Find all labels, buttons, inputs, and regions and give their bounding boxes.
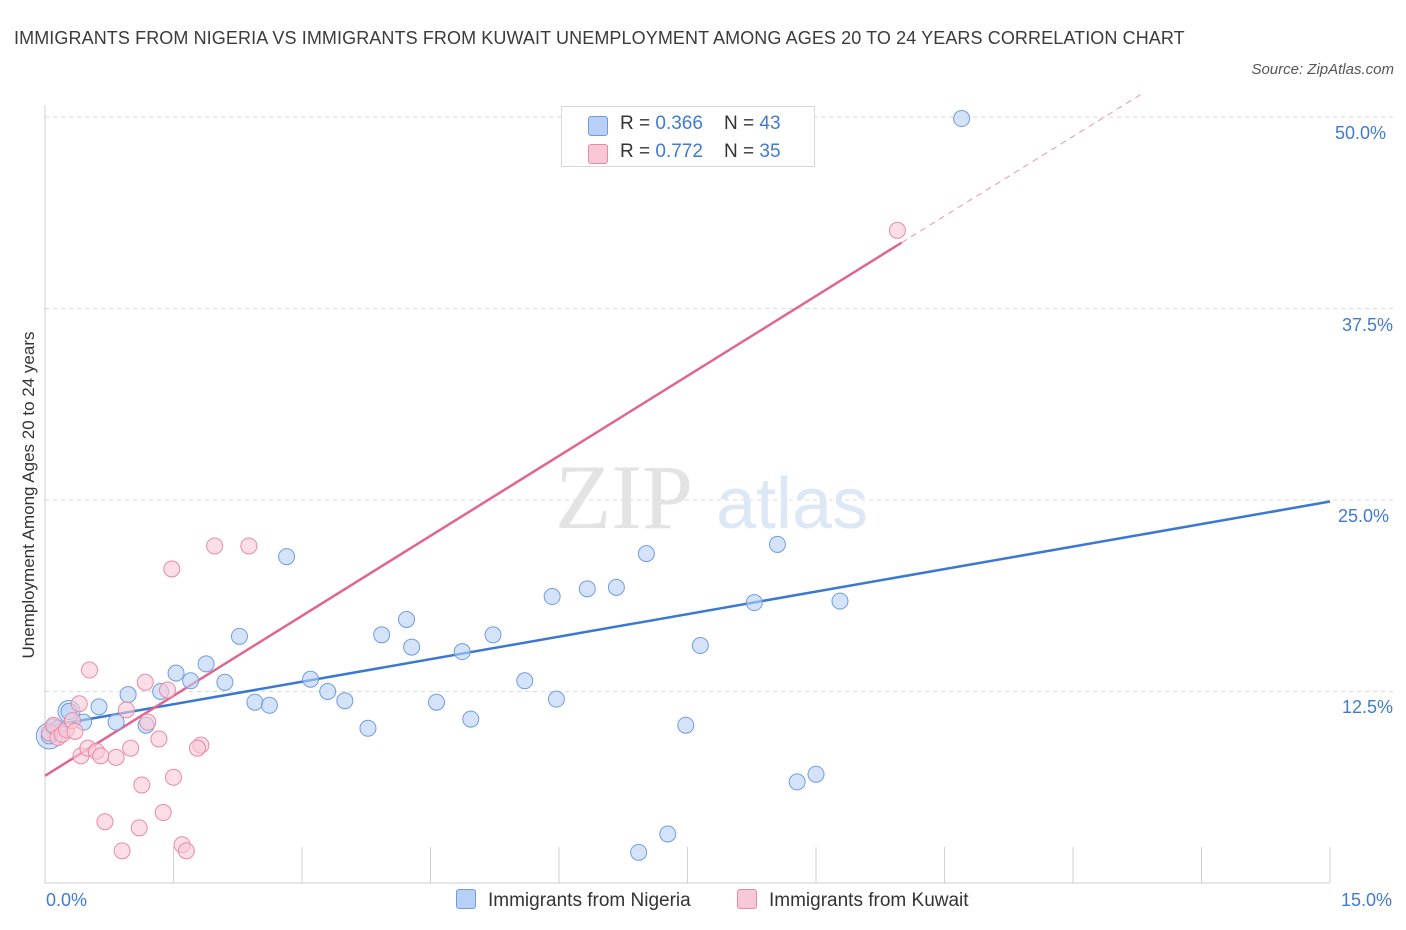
point-nigeria <box>278 548 296 566</box>
legend-n-value-kuwait: 35 <box>759 141 781 162</box>
legend-r-label: R = <box>620 113 656 134</box>
point-kuwait <box>113 842 131 860</box>
point-nigeria <box>516 672 534 690</box>
point-nigeria <box>691 637 709 655</box>
point-kuwait <box>888 221 906 239</box>
y-tick-label-12-5: 12.5% <box>1342 697 1394 717</box>
point-nigeria <box>336 692 354 710</box>
point-nigeria <box>319 683 337 700</box>
point-kuwait <box>70 695 88 713</box>
point-kuwait <box>163 560 181 578</box>
trend-line-kuwait-extension <box>901 93 1142 244</box>
point-nigeria <box>107 713 125 731</box>
watermark: ZIP atlas <box>555 446 868 548</box>
chart-title: IMMIGRANTS FROM NIGERIA VS IMMIGRANTS FR… <box>14 28 1185 48</box>
point-nigeria <box>403 638 421 656</box>
point-kuwait <box>81 661 99 679</box>
point-nigeria <box>462 710 480 728</box>
bottom-legend-label-nigeria: Immigrants from Nigeria <box>488 890 691 911</box>
point-kuwait <box>154 804 172 822</box>
point-kuwait <box>136 673 154 691</box>
point-nigeria <box>807 765 825 783</box>
point-nigeria <box>230 627 248 645</box>
legend-r-value-nigeria: 0.366 <box>655 113 703 134</box>
axes <box>44 105 1331 884</box>
legend-r-value-kuwait: 0.772 <box>655 141 703 162</box>
point-kuwait <box>177 842 195 860</box>
point-kuwait <box>130 819 148 837</box>
point-nigeria <box>216 673 234 691</box>
point-nigeria <box>427 693 445 711</box>
legend-r-label: R = <box>620 141 656 162</box>
point-nigeria <box>788 773 806 791</box>
point-kuwait <box>188 739 206 757</box>
x-tick-label-max: 15.0% <box>1341 890 1393 910</box>
point-nigeria <box>182 672 200 690</box>
x-tick-label-min: 0.0% <box>46 890 88 910</box>
point-kuwait <box>165 768 182 786</box>
point-nigeria <box>167 664 185 682</box>
trend-lines <box>44 93 1331 777</box>
point-nigeria <box>246 693 264 711</box>
y-tick-label-37-5: 37.5% <box>1342 315 1394 335</box>
point-nigeria <box>831 592 849 610</box>
point-nigeria <box>197 655 215 673</box>
point-nigeria <box>453 643 471 661</box>
point-nigeria <box>359 719 377 737</box>
bottom-legend-nigeria: Immigrants from Nigeria <box>456 889 691 912</box>
watermark-zip: ZIP <box>555 446 693 548</box>
point-kuwait <box>107 748 125 766</box>
point-nigeria <box>373 626 391 644</box>
bottom-legend-kuwait: Immigrants from Kuwait <box>737 889 969 912</box>
correlation-legend: R = 0.366 N = 43 R = 0.772 N = 35 <box>561 106 815 167</box>
point-kuwait <box>117 701 135 719</box>
point-nigeria <box>745 594 763 612</box>
point-nigeria <box>302 670 320 688</box>
point-kuwait <box>150 730 168 748</box>
point-kuwait <box>96 813 114 831</box>
point-kuwait <box>139 713 157 731</box>
point-nigeria <box>398 610 416 628</box>
point-kuwait <box>206 537 224 555</box>
y-tick-label-50: 50.0% <box>1335 123 1387 143</box>
point-nigeria <box>578 580 596 598</box>
point-nigeria <box>260 696 278 714</box>
point-nigeria <box>768 535 786 553</box>
point-kuwait <box>159 681 177 699</box>
bottom-legend-label-kuwait: Immigrants from Kuwait <box>769 890 969 911</box>
point-nigeria <box>677 716 695 734</box>
legend-n-label: N = <box>724 141 760 162</box>
legend-swatch-nigeria <box>588 116 608 136</box>
data-points <box>35 110 971 861</box>
point-kuwait <box>240 537 258 555</box>
point-nigeria <box>547 690 565 708</box>
source-label: Source: ZipAtlas.com <box>1251 61 1394 78</box>
point-kuwait <box>66 722 84 740</box>
point-nigeria <box>119 686 137 704</box>
point-nigeria <box>637 545 655 563</box>
legend-swatch-kuwait <box>588 144 608 164</box>
legend-n-value-nigeria: 43 <box>759 113 781 134</box>
point-kuwait <box>133 776 151 794</box>
legend-n-label: N = <box>724 113 760 134</box>
point-kuwait <box>92 747 110 765</box>
point-nigeria <box>543 588 561 606</box>
point-nigeria <box>484 626 502 644</box>
point-nigeria <box>607 578 625 596</box>
bottom-legend-swatch-nigeria <box>456 889 476 909</box>
point-nigeria <box>90 698 108 716</box>
point-kuwait <box>122 739 140 757</box>
watermark-atlas: atlas <box>716 464 868 544</box>
trend-line-nigeria <box>44 500 1331 728</box>
grid-lines <box>45 116 1395 692</box>
point-nigeria <box>630 843 648 861</box>
bottom-legend-swatch-kuwait <box>737 889 757 909</box>
point-nigeria <box>953 110 971 128</box>
point-nigeria <box>659 825 677 843</box>
y-tick-label-25: 25.0% <box>1338 506 1390 526</box>
